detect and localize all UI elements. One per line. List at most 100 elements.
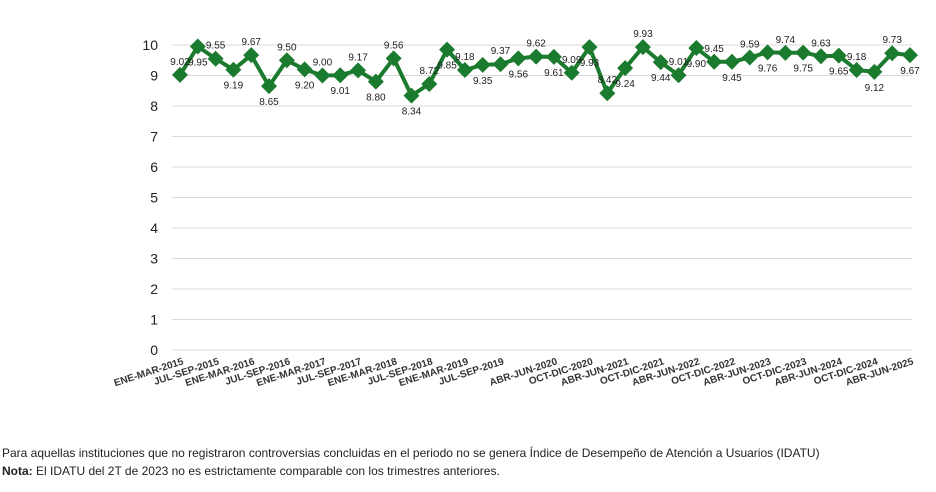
data-label: 9.01 xyxy=(669,57,689,68)
y-tick-label: 10 xyxy=(142,37,158,53)
data-point-marker xyxy=(830,47,847,64)
data-point-marker xyxy=(902,47,918,64)
data-label: 9.44 xyxy=(651,73,671,84)
data-label: 9.17 xyxy=(348,52,368,63)
data-label: 9.73 xyxy=(882,35,902,46)
data-point-marker xyxy=(332,67,349,84)
data-point-marker xyxy=(261,78,278,95)
footnote-idatu-note: Para aquellas instituciones que no regis… xyxy=(2,446,820,460)
data-label: 9.09 xyxy=(562,55,582,66)
y-tick-label: 8 xyxy=(150,98,158,114)
data-label: 9.00 xyxy=(313,58,333,69)
y-tick-label: 1 xyxy=(150,312,158,328)
data-point-marker xyxy=(599,85,616,102)
data-point-marker xyxy=(403,87,420,104)
data-point-marker xyxy=(172,66,188,83)
data-label: 9.67 xyxy=(900,66,920,77)
y-tick-label: 0 xyxy=(150,342,158,358)
data-point-marker xyxy=(189,38,206,55)
data-label: 9.76 xyxy=(758,63,778,74)
data-label: 9.65 xyxy=(829,67,849,78)
data-point-marker xyxy=(777,44,794,61)
data-label: 9.12 xyxy=(865,83,885,94)
data-point-marker xyxy=(278,52,295,69)
data-label: 9.56 xyxy=(509,69,529,80)
data-label: 9.61 xyxy=(544,68,564,79)
data-point-marker xyxy=(528,48,545,65)
data-label: 9.18 xyxy=(455,52,475,63)
data-label: 9.75 xyxy=(793,64,813,75)
y-tick-label: 4 xyxy=(150,220,158,236)
nota-text: El IDATU del 2T de 2023 no es estrictame… xyxy=(32,464,500,478)
data-point-marker xyxy=(456,62,473,79)
footnote-text: Para aquellas instituciones que no regis… xyxy=(2,446,820,460)
data-label: 9.63 xyxy=(811,38,831,49)
data-point-marker xyxy=(581,39,598,56)
data-label: 8.80 xyxy=(366,93,386,104)
data-label: 9.45 xyxy=(722,73,742,84)
data-point-marker xyxy=(474,56,491,73)
data-point-marker xyxy=(225,61,242,78)
data-label: 8.42 xyxy=(598,75,618,86)
data-label: 9.67 xyxy=(241,37,261,48)
data-point-marker xyxy=(812,48,829,65)
data-label: 8.72 xyxy=(420,66,440,77)
data-label: 9.59 xyxy=(740,40,760,51)
data-point-marker xyxy=(741,49,758,66)
data-label: 9.45 xyxy=(704,44,724,55)
data-point-marker xyxy=(652,54,669,71)
y-tick-label: 5 xyxy=(150,190,158,206)
y-tick-label: 2 xyxy=(150,281,158,297)
data-point-marker xyxy=(795,44,812,61)
idatu-line-chart: 012345678910ENE-MAR-2015JUL-SEP-2015ENE-… xyxy=(113,29,920,389)
data-label: 9.93 xyxy=(580,58,600,69)
data-label: 9.20 xyxy=(295,80,315,91)
data-label: 9.19 xyxy=(224,81,244,92)
data-point-marker xyxy=(439,41,456,58)
data-point-marker xyxy=(421,76,438,93)
data-point-marker xyxy=(759,44,776,61)
data-label: 9.90 xyxy=(687,59,707,70)
data-point-marker xyxy=(563,64,580,81)
data-point-marker xyxy=(884,45,901,62)
data-point-marker xyxy=(545,48,562,65)
data-point-marker xyxy=(688,40,705,57)
data-point-marker xyxy=(706,53,723,70)
data-label: 9.56 xyxy=(384,40,404,51)
data-label: 9.37 xyxy=(491,46,511,57)
data-label: 9.02 xyxy=(170,57,190,68)
data-label: 9.55 xyxy=(206,41,226,52)
data-point-marker xyxy=(617,60,634,77)
data-point-marker xyxy=(350,62,367,79)
data-point-marker xyxy=(492,56,509,73)
y-tick-label: 9 xyxy=(150,68,158,84)
data-point-marker xyxy=(866,63,883,80)
data-point-marker xyxy=(207,50,224,67)
data-point-marker xyxy=(243,47,260,64)
chart-area: 0 1 2 3 4 5 6 7 8 9 10 ENE-MAR-2015 JUL-SEP-2015 ENE-… xyxy=(113,29,920,389)
data-label: 9.01 xyxy=(331,86,351,97)
data-label: 8.34 xyxy=(402,107,422,118)
data-label: 9.93 xyxy=(633,29,653,40)
data-label: 9.50 xyxy=(277,42,297,53)
y-tick-label: 7 xyxy=(150,129,158,145)
data-point-marker xyxy=(670,67,687,84)
y-tick-label: 3 xyxy=(150,251,158,267)
data-label: 9.24 xyxy=(615,79,635,90)
data-point-marker xyxy=(314,67,331,84)
data-point-marker xyxy=(367,73,384,90)
data-point-marker xyxy=(385,50,402,67)
nota-label: Nota: xyxy=(2,464,33,478)
data-point-marker xyxy=(510,50,527,67)
data-label: 9.85 xyxy=(437,61,457,72)
data-label: 9.18 xyxy=(847,52,867,63)
data-label: 9.62 xyxy=(526,39,546,50)
data-point-marker xyxy=(634,39,651,56)
data-label: 9.95 xyxy=(188,58,208,69)
data-point-marker xyxy=(296,61,313,78)
data-label: 9.35 xyxy=(473,76,493,87)
footnote-nota: Nota: El IDATU del 2T de 2023 no es estr… xyxy=(2,464,500,478)
data-point-marker xyxy=(848,62,865,79)
data-label: 9.74 xyxy=(776,35,796,46)
data-point-marker xyxy=(723,53,740,70)
